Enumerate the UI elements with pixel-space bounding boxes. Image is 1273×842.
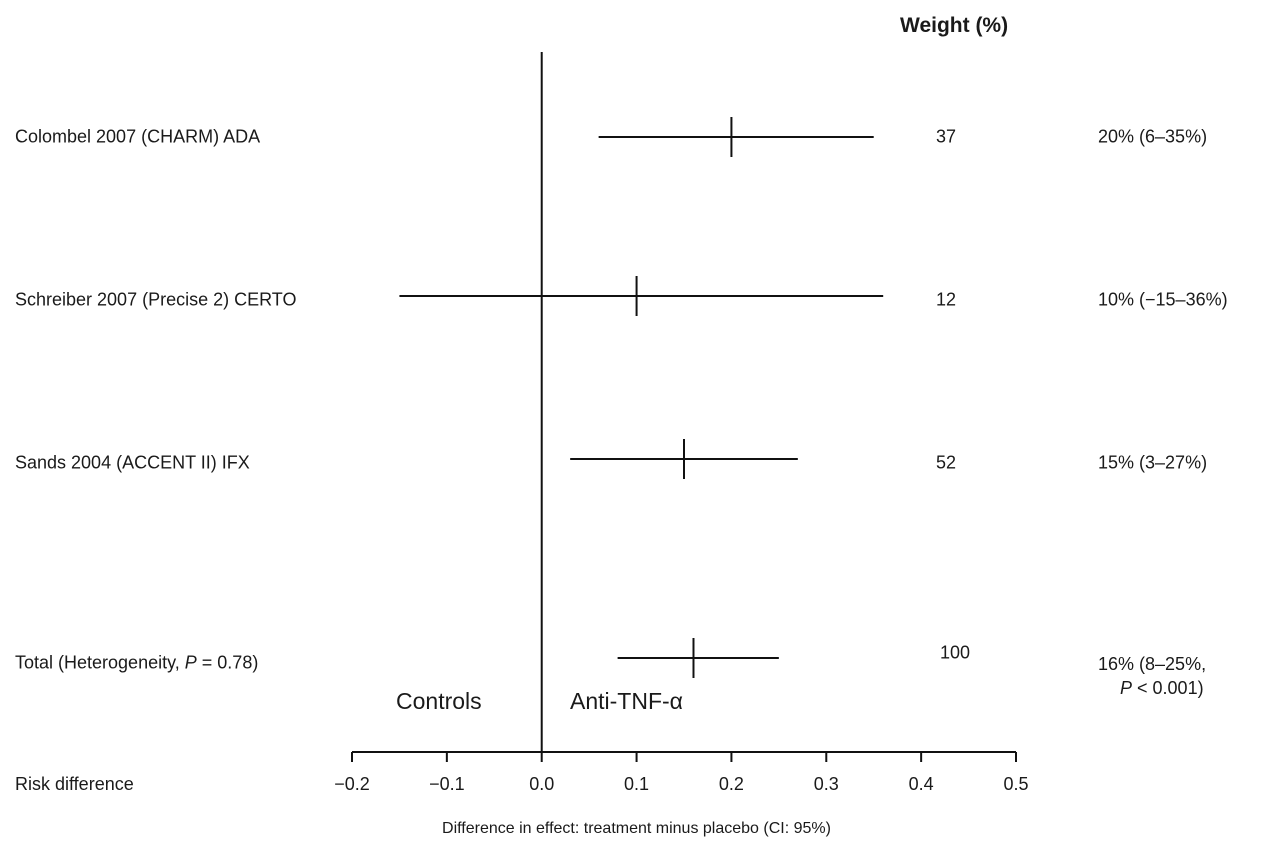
weight-total: 100 bbox=[939, 642, 971, 663]
x-tick-label: −0.1 bbox=[429, 774, 465, 794]
effect-total-p: P bbox=[1120, 678, 1133, 698]
effect-total-p-suffix: < 0.001) bbox=[1132, 678, 1204, 698]
effect-total-line1: 16% (8–25%, bbox=[1098, 654, 1207, 674]
effect-total-line2: P < 0.001) bbox=[1098, 676, 1206, 700]
treatment-side-label: Anti-TNF-α bbox=[570, 688, 683, 714]
x-tick-label: 0.2 bbox=[719, 774, 744, 794]
x-tick-label: 0.1 bbox=[624, 774, 649, 794]
effect-total: 16% (8–25%, P < 0.001) bbox=[1098, 652, 1206, 700]
total-label-p: P bbox=[184, 652, 197, 673]
weight-schreiber: 12 bbox=[935, 289, 957, 310]
effect-schreiber: 10% (−15–36%) bbox=[1098, 289, 1228, 310]
x-tick-label: 0.5 bbox=[1003, 774, 1028, 794]
controls-side-label: Controls bbox=[396, 688, 482, 714]
weight-sands: 52 bbox=[935, 452, 957, 473]
x-tick-label: 0.0 bbox=[529, 774, 554, 794]
x-tick-label: 0.3 bbox=[814, 774, 839, 794]
effect-colombel: 20% (6–35%) bbox=[1098, 126, 1208, 147]
x-tick-label: −0.2 bbox=[334, 774, 370, 794]
study-label-sands: Sands 2004 (ACCENT II) IFX bbox=[15, 452, 250, 473]
x-tick-label: 0.4 bbox=[909, 774, 934, 794]
total-label-prefix: Total (Heterogeneity, bbox=[15, 652, 185, 673]
effect-sands: 15% (3–27%) bbox=[1098, 452, 1208, 473]
risk-difference-label: Risk difference bbox=[15, 774, 134, 794]
study-label-total: Total (Heterogeneity, P = 0.78) bbox=[15, 653, 258, 674]
weight-column-header: Weight (%) bbox=[900, 14, 1009, 37]
weight-colombel: 37 bbox=[935, 126, 957, 147]
study-label-colombel: Colombel 2007 (CHARM) ADA bbox=[15, 126, 261, 147]
study-label-schreiber: Schreiber 2007 (Precise 2) CERTO bbox=[15, 289, 297, 310]
x-axis-title: Difference in effect: treatment minus pl… bbox=[442, 820, 831, 837]
total-label-suffix: = 0.78) bbox=[196, 652, 259, 673]
